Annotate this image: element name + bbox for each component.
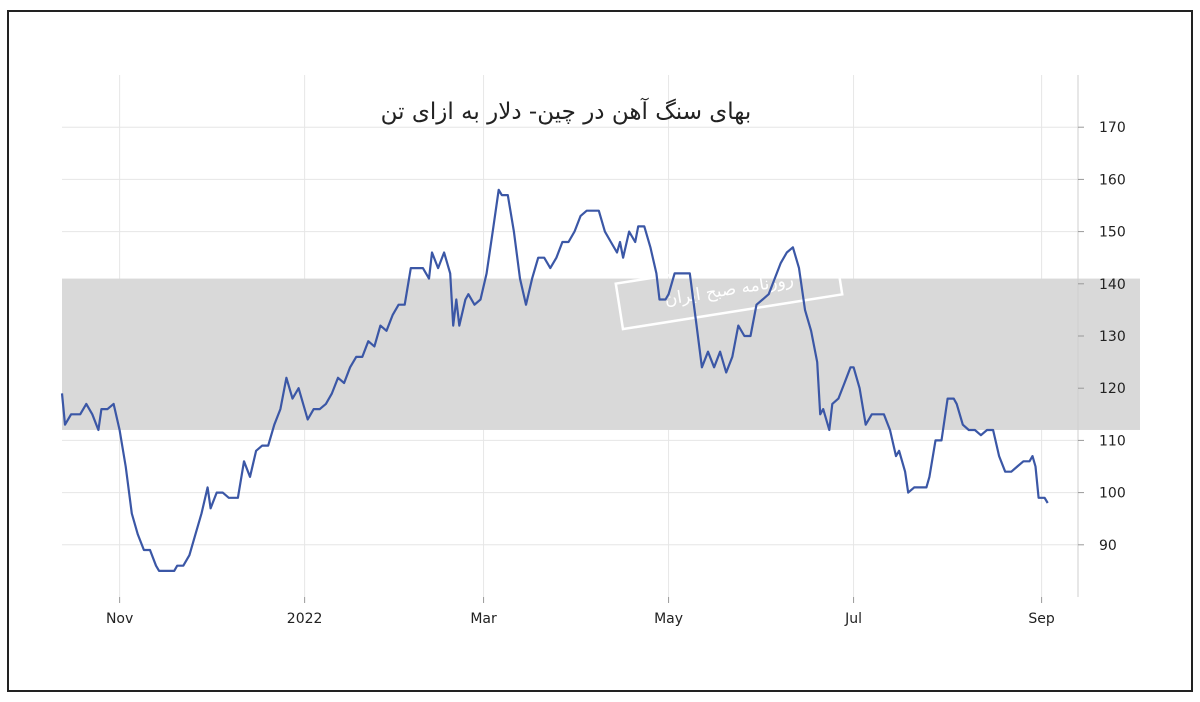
y-tick-label: 90 [1099, 538, 1117, 554]
y-tick-label: 120 [1099, 381, 1126, 397]
y-tick-label: 170 [1099, 120, 1126, 136]
x-tick-label: Mar [470, 611, 497, 627]
y-tick-label: 130 [1099, 329, 1126, 345]
y-tick-label: 140 [1099, 277, 1126, 293]
y-tick-label: 100 [1099, 486, 1126, 502]
axes: 90 100 110 120 130 140 150 160 170 Nov 2022 Mar May J… [106, 75, 1126, 627]
chart-title: بهای سنگ آهن در چین- دلار به ازای تن [381, 97, 752, 125]
x-tick-label: Jul [844, 611, 862, 627]
series-layer [60, 188, 1049, 572]
y-tick-label: 160 [1099, 172, 1126, 188]
x-tick-label: Sep [1028, 611, 1055, 627]
watermark-band [62, 278, 1140, 430]
x-tick-label: May [654, 611, 683, 627]
y-tick-label: 110 [1099, 433, 1126, 449]
y-tick-label: 150 [1099, 225, 1126, 241]
watermark-label-box [614, 247, 844, 331]
x-tick-label: 2022 [287, 611, 323, 627]
x-tick-label: Nov [106, 611, 133, 627]
series-line [60, 188, 1049, 572]
watermark: روزنامه صبح ایران [62, 247, 1140, 430]
